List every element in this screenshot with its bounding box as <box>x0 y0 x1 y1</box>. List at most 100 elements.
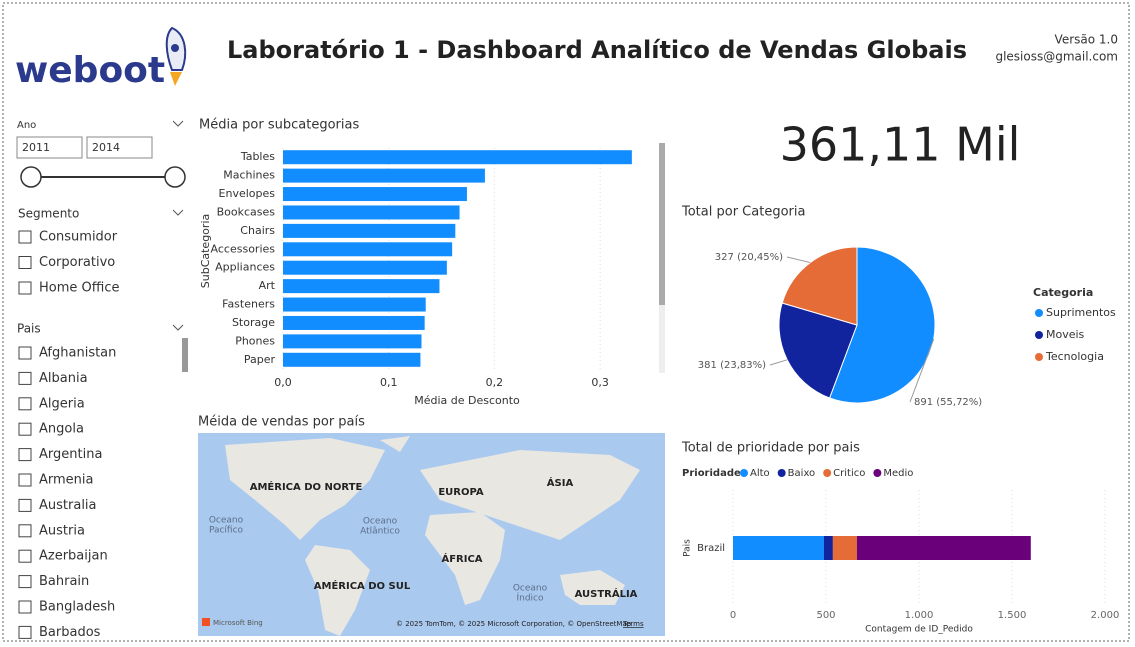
bar <box>283 150 632 165</box>
ocean-label: Oceano <box>209 516 244 526</box>
scrollbar[interactable] <box>182 338 188 372</box>
map-label: AMÉRICA DO SUL <box>314 579 411 592</box>
x-tick-label: 1.000 <box>905 610 934 621</box>
filter-label: Ano <box>17 120 36 131</box>
year-from: 2011 <box>22 141 50 154</box>
bar <box>283 297 426 312</box>
legend-marker <box>873 469 882 477</box>
ocean-label: Oceano <box>513 584 548 594</box>
checkbox[interactable] <box>18 524 32 538</box>
bar <box>283 168 485 183</box>
ocean-label: Pacífico <box>209 526 244 536</box>
slider-handle[interactable] <box>20 166 42 188</box>
checkbox[interactable] <box>18 600 32 614</box>
leader-line <box>909 338 935 403</box>
bar <box>283 260 447 275</box>
checkbox[interactable] <box>18 575 32 589</box>
x-tick-label: 0,1 <box>380 376 398 389</box>
legend-marker <box>777 469 786 477</box>
checkbox[interactable] <box>18 473 32 487</box>
slider-handle[interactable] <box>164 166 186 188</box>
chevron[interactable] <box>172 324 184 331</box>
checkbox-label: Consumidor <box>39 230 118 245</box>
scrollbar-thumb[interactable] <box>659 143 665 305</box>
y-tick-label: Fasteners <box>222 298 275 311</box>
year-input[interactable] <box>86 136 153 159</box>
legend-marker <box>1035 309 1043 317</box>
checkbox[interactable] <box>18 346 32 360</box>
map-label: AMÉRICA DO NORTE <box>250 480 363 493</box>
checkbox-label: Austria <box>39 523 85 538</box>
y-tick-label: Brazil <box>697 543 725 554</box>
legend-label[interactable]: Moveis <box>1046 328 1085 341</box>
legend-label[interactable]: Alto <box>750 468 770 479</box>
y-tick-label: Storage <box>232 316 275 329</box>
legend-marker <box>1035 331 1043 339</box>
legend-label[interactable]: Tecnologia <box>1045 350 1104 363</box>
bar <box>283 205 460 220</box>
data-label: 327 (20,45%) <box>715 252 783 263</box>
checkbox[interactable] <box>18 256 32 269</box>
checkbox[interactable] <box>18 448 32 462</box>
checkbox-label: Algeria <box>39 396 85 411</box>
checkbox-label: Afghanistan <box>39 346 116 361</box>
x-tick-label: 2.000 <box>1091 610 1120 621</box>
checkbox-label: Barbados <box>39 625 101 640</box>
checkbox[interactable] <box>18 230 32 244</box>
checkbox[interactable] <box>18 281 32 295</box>
checkbox[interactable] <box>18 549 32 563</box>
legend-label[interactable]: Baixo <box>788 468 816 479</box>
legend-marker <box>740 469 748 477</box>
map-label: EUROPA <box>438 487 484 498</box>
y-tick-label: Machines <box>223 169 275 182</box>
checkbox-label: Australia <box>39 498 97 513</box>
pie-slice <box>828 246 936 404</box>
x-axis-title: Média de Desconto <box>414 394 520 407</box>
legend-label[interactable]: Medio <box>883 468 913 479</box>
filter-label: Segmento <box>18 207 79 221</box>
y-tick-label: Envelopes <box>219 187 276 200</box>
checkbox[interactable] <box>18 498 32 512</box>
y-tick-label: Art <box>259 279 276 292</box>
chevron[interactable] <box>172 120 184 127</box>
page-title: Laboratório 1 - Dashboard Analítico de V… <box>227 36 967 64</box>
y-tick-label: Bookcases <box>217 205 276 218</box>
y-tick-label: Chairs <box>240 224 275 237</box>
checkbox[interactable] <box>18 625 32 639</box>
y-axis-title: SubCategoria <box>199 214 212 288</box>
logo-text: weboot <box>15 50 165 91</box>
x-tick-label: 0,3 <box>591 376 609 389</box>
x-tick-label: 0 <box>730 610 736 621</box>
legend-label[interactable]: Suprimentos <box>1046 306 1116 319</box>
bing-icon <box>202 618 210 626</box>
map-brand: Microsoft Bing <box>213 619 263 627</box>
legend-marker <box>1035 353 1043 361</box>
email: glesioss@gmail.com <box>995 50 1118 64</box>
logo: weboot <box>15 26 187 91</box>
legend-marker <box>823 469 832 477</box>
checkbox-label: Bahrain <box>39 574 89 589</box>
checkbox[interactable] <box>18 371 32 385</box>
map-terms[interactable]: Terms <box>622 620 644 628</box>
y-tick-label: Phones <box>235 334 275 347</box>
checkbox[interactable] <box>18 422 32 436</box>
checkbox-label: Home Office <box>39 281 119 296</box>
chart-title: Média por subcategorias <box>199 118 359 133</box>
checkbox-label: Corporativo <box>39 255 115 270</box>
checkbox[interactable] <box>18 397 32 411</box>
chart-title: Total por Categoria <box>681 205 805 220</box>
bar <box>283 242 453 257</box>
chevron[interactable] <box>172 209 184 216</box>
year-input[interactable] <box>16 136 83 159</box>
y-tick-label: Tables <box>240 150 275 163</box>
checkbox-label: Albania <box>39 371 88 386</box>
data-label: 381 (23,83%) <box>698 360 766 371</box>
version: Versão 1.0 <box>1055 33 1118 47</box>
x-tick-label: 500 <box>816 610 835 621</box>
kpi-value: 361,11 Mil <box>780 118 1021 172</box>
legend-label[interactable]: Critico <box>833 468 865 479</box>
y-tick-label: Accessories <box>211 242 276 255</box>
bar <box>283 334 422 349</box>
bar-segment <box>733 536 824 560</box>
